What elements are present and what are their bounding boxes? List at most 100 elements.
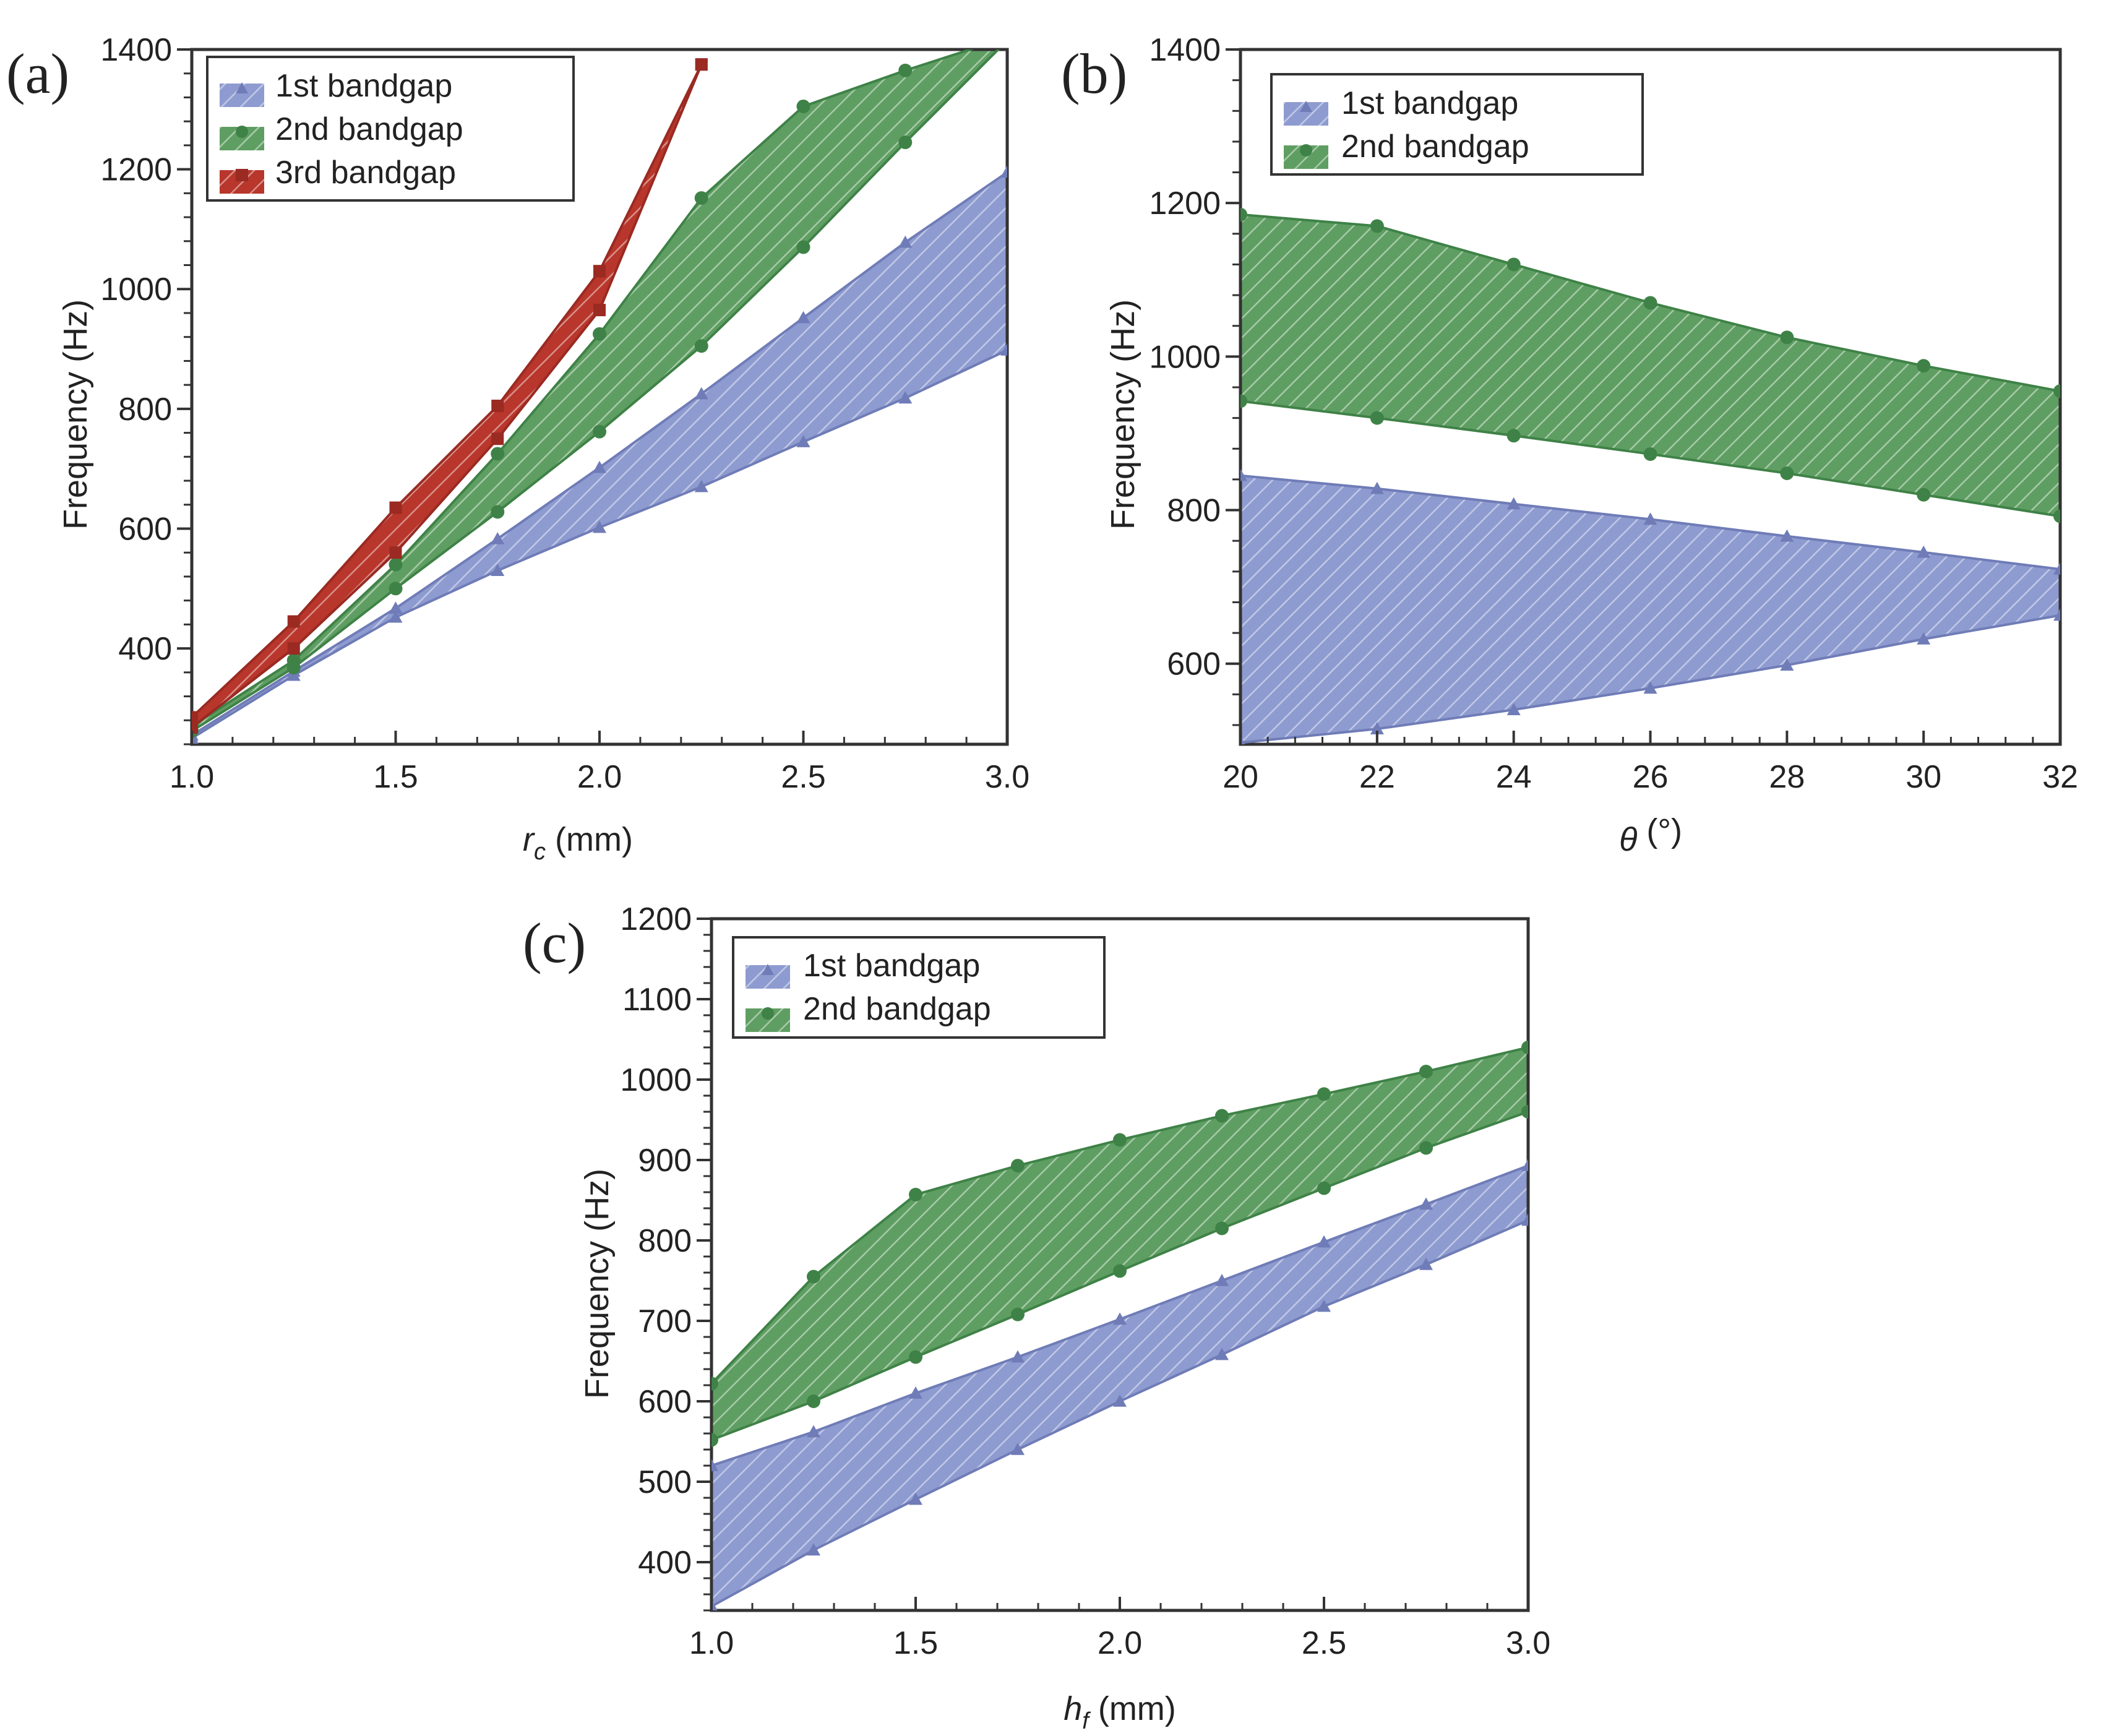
- band-3-upper-point: [287, 615, 300, 628]
- legend-label: 2nd bandgap: [803, 991, 991, 1027]
- band-1-lower-point: [796, 435, 810, 447]
- y-tick-label: 600: [118, 511, 172, 547]
- band-2-lower-point: [1370, 411, 1384, 425]
- band-1-upper-point: [1917, 545, 1931, 558]
- band-1-upper-point: [1780, 529, 1794, 542]
- band-2-upper-point: [796, 99, 810, 113]
- band-1-lower-point: [898, 391, 913, 404]
- band-2-upper-point: [1917, 359, 1931, 373]
- band-1-lower-point: [1011, 1443, 1025, 1455]
- panel-a-xlabel-var: r: [523, 821, 535, 858]
- y-tick-label: 800: [1167, 493, 1221, 529]
- band-2-lower-point: [491, 505, 505, 519]
- y-tick-label: 800: [638, 1223, 692, 1259]
- band-2-upper-point: [1643, 296, 1657, 310]
- band-1-upper-point: [1011, 1350, 1025, 1363]
- band-1-lower-point: [694, 479, 708, 492]
- band-2-lower-point: [898, 135, 913, 150]
- band-2-upper-point: [593, 327, 606, 341]
- x-tick-label: 1.0: [689, 1625, 734, 1661]
- band-2-lower-point: [909, 1350, 922, 1364]
- band-2-lower-point: [1113, 1264, 1127, 1278]
- band-3-lower-point: [695, 58, 708, 71]
- band-1-upper-point: [694, 387, 708, 400]
- band-1-lower-point: [1419, 1258, 1433, 1270]
- x-tick-label: 3.0: [985, 759, 1029, 795]
- y-tick-label: 1000: [620, 1062, 692, 1098]
- panel-b-xlabel-unit: (°): [1637, 812, 1682, 849]
- legend-marker-1: [1300, 101, 1312, 112]
- band-3-lower-point: [491, 432, 504, 445]
- band-2-lower-point: [2053, 509, 2060, 523]
- band-2-lower-point: [1643, 447, 1657, 461]
- panel-c-xlabel: hf (mm): [1064, 1690, 1176, 1734]
- band-3-lower-point: [389, 546, 402, 559]
- panel-a-xlabel-unit: (mm): [546, 821, 633, 858]
- band-1-lower-point: [1000, 343, 1007, 356]
- band-2-lower-point: [1419, 1141, 1433, 1155]
- legend-marker-2: [1300, 144, 1312, 157]
- band-1-lower-point: [491, 564, 505, 577]
- y-tick-label: 1200: [1149, 186, 1221, 221]
- band-2-lower-point: [807, 1394, 820, 1408]
- x-tick-label: 28: [1769, 759, 1805, 795]
- band-2-lower-point: [1780, 466, 1794, 480]
- y-tick-label: 400: [638, 1545, 692, 1581]
- y-tick-label: 500: [638, 1464, 692, 1500]
- y-tick-label: 1200: [620, 901, 692, 937]
- band-1-upper-point: [491, 531, 505, 544]
- y-tick-label: 1400: [100, 32, 172, 68]
- legend-label: 2nd bandgap: [1341, 129, 1529, 165]
- band-1-upper-point: [909, 1386, 922, 1399]
- y-tick-label: 700: [638, 1304, 692, 1339]
- band-2-lower-point: [711, 1433, 718, 1447]
- band-1-upper-point: [1370, 481, 1384, 494]
- y-tick-label: 1400: [1149, 32, 1221, 68]
- band-2-lower-point: [1521, 1105, 1528, 1119]
- band-1-upper-point: [1419, 1197, 1433, 1210]
- legend-marker-1: [236, 82, 248, 93]
- panel-b-ylabel: Frequency (Hz): [1104, 299, 1141, 530]
- band-2-upper-point: [1000, 31, 1014, 45]
- band-1-lower-point: [1317, 1299, 1331, 1312]
- panel-c-xlabel-var: h: [1064, 1690, 1082, 1727]
- y-tick-label: 1000: [1149, 339, 1221, 375]
- y-tick-label: 600: [638, 1384, 692, 1420]
- panel-a-xlabel-sub: c: [534, 839, 546, 865]
- legend-marker-2: [762, 1007, 774, 1020]
- band-3-lower-point: [287, 642, 300, 655]
- band-2-lower-point: [1215, 1221, 1229, 1235]
- band-2-upper-point: [2053, 384, 2060, 398]
- band-1-lower-point: [711, 1599, 718, 1610]
- band-1-lower-point: [593, 520, 606, 533]
- band-1-lower-point: [1780, 658, 1794, 671]
- legend-label: 1st bandgap: [1341, 85, 1518, 121]
- band-1-lower-point: [1521, 1213, 1528, 1226]
- band-1-lower-point: [1506, 703, 1521, 715]
- band-1-lower-point: [1370, 722, 1384, 734]
- band-2-upper-point: [1215, 1109, 1229, 1123]
- x-tick-label: 26: [1633, 759, 1669, 795]
- band-3-upper-point: [192, 711, 198, 724]
- band-1-lower-point: [1643, 681, 1657, 694]
- x-tick-label: 1.0: [170, 759, 214, 795]
- band-2-upper-point: [807, 1270, 820, 1284]
- band-1-upper-point: [1215, 1274, 1229, 1286]
- panel-b-xlabel-var: θ: [1619, 821, 1637, 858]
- band-2-upper-point: [1317, 1087, 1331, 1101]
- band-2-lower-point: [1317, 1181, 1331, 1195]
- band-3-upper-point: [491, 400, 504, 413]
- band-2-upper-point: [1521, 1041, 1528, 1054]
- band-3-upper-point: [593, 265, 606, 278]
- band-1-upper-point: [711, 1459, 718, 1471]
- y-tick-label: 800: [118, 392, 172, 428]
- x-tick-label: 24: [1496, 759, 1532, 795]
- x-tick-label: 3.0: [1506, 1625, 1550, 1661]
- y-tick-label: 600: [1167, 647, 1221, 682]
- y-tick-label: 1000: [100, 272, 172, 307]
- panel-c-label: (c): [523, 911, 586, 974]
- band-1-upper-point: [2053, 562, 2060, 575]
- y-tick-label: 1100: [622, 982, 692, 1018]
- band-1-upper-point: [1317, 1235, 1331, 1248]
